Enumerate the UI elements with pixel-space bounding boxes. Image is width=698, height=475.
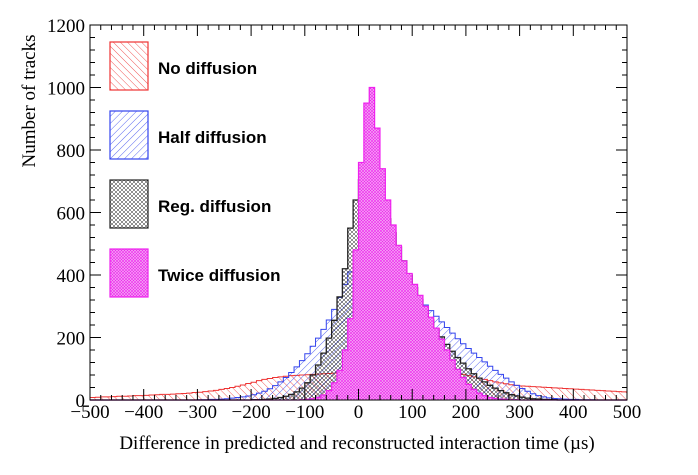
- x-tick-label: 500: [613, 402, 642, 423]
- legend-swatch-reg-diffusion: [109, 179, 149, 229]
- legend: No diffusion Half diffusion Reg. diffusion…: [109, 41, 280, 298]
- x-axis-title: Difference in predicted and reconstructe…: [119, 433, 594, 454]
- axes: −500 −400 −300 −200 −100 0 100 200 300 400 500 0 200…: [47, 16, 641, 423]
- y-tick-label: 200: [57, 329, 86, 350]
- legend-label-reg-diffusion: Reg. diffusion: [158, 197, 271, 216]
- x-tick-label: −300: [178, 402, 217, 423]
- legend-label-twice-diffusion: Twice diffusion: [158, 266, 280, 285]
- x-tick-label: 200: [452, 402, 481, 423]
- x-tick-label: −400: [124, 402, 163, 423]
- y-tick-label: 600: [57, 204, 86, 225]
- x-tick-label: 100: [398, 402, 427, 423]
- legend-label-half-diffusion: Half diffusion: [158, 128, 267, 147]
- x-tick-label: −100: [285, 402, 324, 423]
- y-tick-label: 400: [57, 266, 86, 287]
- x-tick-label: 300: [505, 402, 534, 423]
- y-tick-label: 800: [57, 141, 86, 162]
- legend-label-no-diffusion: No diffusion: [158, 59, 257, 78]
- legend-swatch-half-diffusion: [109, 110, 149, 160]
- x-tick-label: −500: [70, 402, 109, 423]
- x-tick-label: −200: [231, 402, 270, 423]
- x-tick-label: 400: [559, 402, 588, 423]
- legend-swatch-twice-diffusion: [109, 248, 149, 298]
- legend-swatch-no-diffusion: [109, 41, 149, 91]
- x-tick-label: 0: [354, 402, 364, 423]
- y-tick-label: 0: [76, 391, 86, 412]
- y-tick-label: 1200: [47, 16, 85, 37]
- y-tick-label: 1000: [47, 79, 85, 100]
- y-axis-title: Number of tracks: [19, 35, 40, 168]
